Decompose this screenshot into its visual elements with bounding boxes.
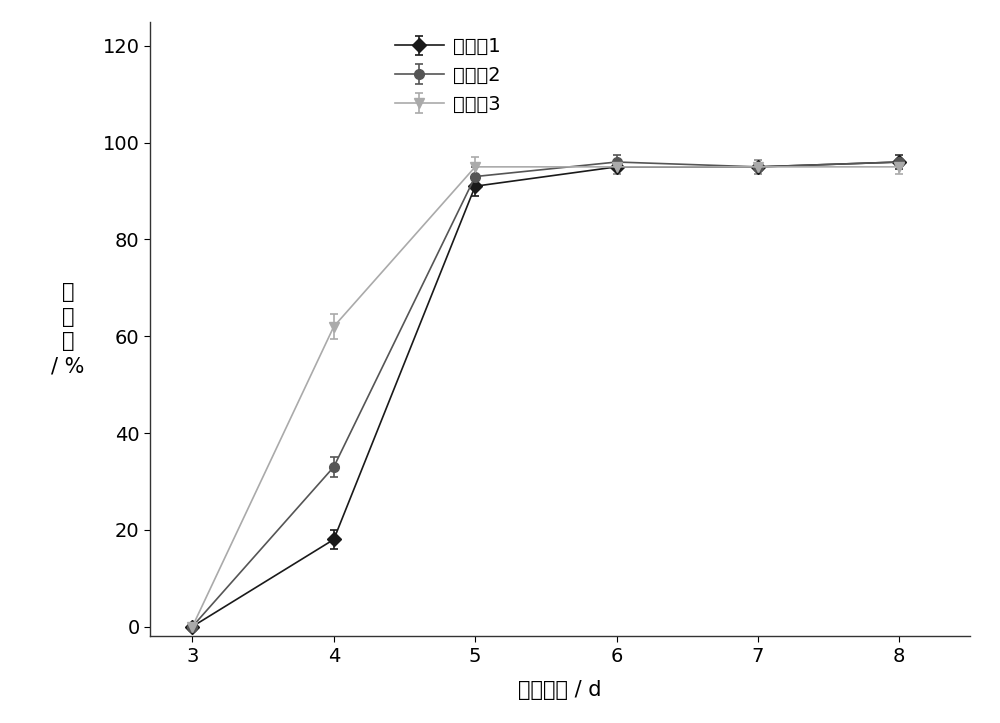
Legend: 对比例1, 对比例2, 实施例3: 对比例1, 对比例2, 实施例3 [389, 31, 507, 119]
Text: 发
芽
率
/ %: 发 芽 率 / % [51, 282, 85, 376]
X-axis label: 发芽时间 / d: 发芽时间 / d [518, 680, 602, 700]
